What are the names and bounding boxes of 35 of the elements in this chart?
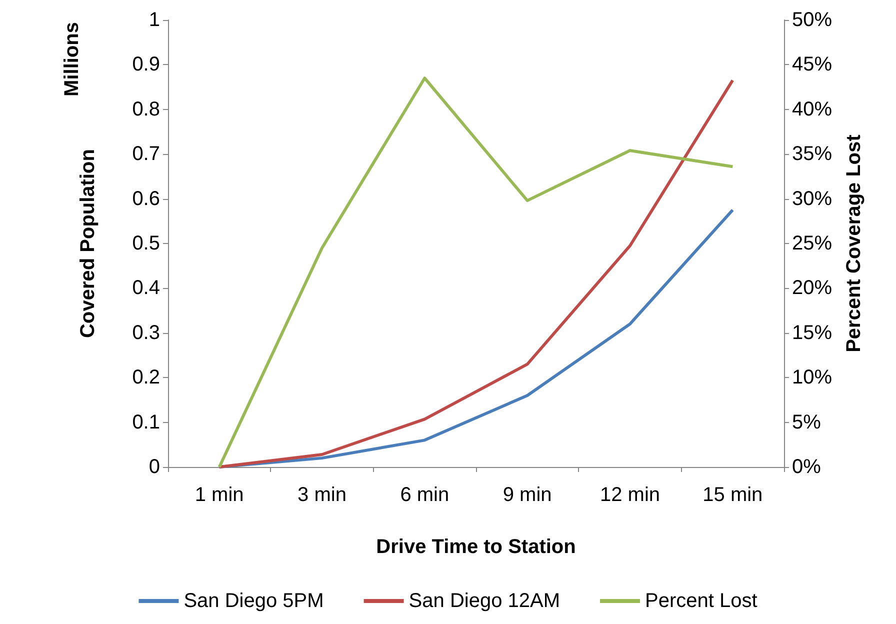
y2-tick-label: 35% [792, 143, 832, 166]
text: Millions [61, 22, 83, 96]
y2-tick-label: 30% [792, 188, 832, 210]
x-axis-title: Drive Time to Station [376, 536, 576, 558]
y-axis-title: Covered Population [77, 149, 99, 338]
x-tick-label: 1 min [194, 484, 244, 506]
y2-tick-label: 0% [792, 456, 822, 478]
y-tick-label: 0.1 [132, 411, 160, 434]
y2-tick-label: 10% [792, 366, 832, 389]
legend-label: San Diego 5PM [184, 590, 324, 612]
x-tick-label: 6 min [400, 484, 450, 506]
y2-axis-title: Percent Coverage Lost [843, 134, 865, 352]
y-tick-label: 0.4 [132, 277, 160, 300]
y-tick-label: 0.6 [132, 188, 160, 210]
x-tick-label: 12 min [600, 484, 660, 506]
y-tick-label: 0.3 [132, 322, 160, 344]
y2-tick-label: 50% [792, 9, 832, 31]
y2-tick-label: 40% [792, 98, 832, 120]
y-tick-label: 0.7 [132, 143, 160, 166]
y-tick-label: 0 [148, 456, 160, 478]
y2-tick-label: 25% [792, 232, 832, 254]
y2-tick-label: 5% [792, 411, 822, 434]
y2-tick-label: 15% [792, 322, 832, 344]
x-tick-label: 9 min [502, 484, 552, 506]
y-tick-label: 0.8 [132, 98, 160, 120]
y-tick-label: 1 [148, 9, 160, 31]
y2-tick-label: 45% [792, 54, 832, 76]
legend-label: San Diego 12AM [408, 590, 560, 612]
x-tick-label: 3 min [298, 484, 346, 506]
x-tick-label: 15 min [702, 484, 763, 506]
y-tick-label: 0.9 [132, 54, 160, 76]
y2-tick-label: 20% [792, 277, 832, 300]
y-tick-label: 0.2 [132, 366, 160, 389]
legend-label: Percent Lost [644, 590, 758, 612]
y-tick-label: 0.5 [132, 232, 160, 254]
